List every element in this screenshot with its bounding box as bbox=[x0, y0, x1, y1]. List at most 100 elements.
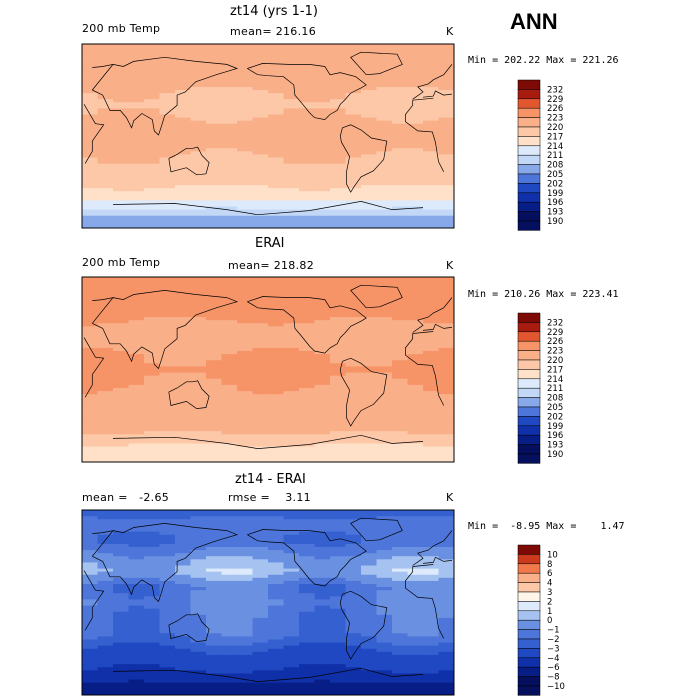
map-cell bbox=[268, 599, 285, 604]
map-cell bbox=[268, 614, 285, 619]
map-cell bbox=[283, 126, 300, 131]
map-cell bbox=[423, 540, 440, 545]
map-cell bbox=[82, 160, 99, 165]
map-cell bbox=[159, 369, 176, 374]
map-cell bbox=[97, 627, 114, 631]
map-cell bbox=[392, 363, 409, 368]
map-cell bbox=[392, 280, 409, 284]
map-cell bbox=[252, 354, 269, 358]
map-cell bbox=[283, 74, 300, 79]
map-cell bbox=[314, 47, 331, 51]
map-cell bbox=[159, 323, 176, 327]
map-cell bbox=[175, 129, 192, 134]
map-cell bbox=[438, 332, 454, 337]
map-cell bbox=[376, 587, 393, 591]
coastline bbox=[92, 290, 239, 370]
map-cell bbox=[82, 123, 99, 128]
map-cell bbox=[175, 347, 192, 352]
map-cell bbox=[314, 209, 331, 214]
map-cell bbox=[128, 68, 145, 73]
map-cell bbox=[283, 580, 300, 585]
map-cell bbox=[190, 47, 207, 51]
map-cell bbox=[252, 65, 269, 70]
map-cell bbox=[113, 341, 130, 346]
map-cell bbox=[252, 553, 269, 557]
map-cell bbox=[159, 449, 176, 454]
map-cell bbox=[361, 617, 378, 622]
map-cell bbox=[190, 531, 207, 536]
map-cell bbox=[206, 295, 223, 300]
map-cell bbox=[190, 412, 207, 417]
map-cell bbox=[206, 434, 223, 438]
map-cell bbox=[268, 434, 285, 438]
colorbar-swatch bbox=[517, 201, 541, 212]
map-cell bbox=[407, 77, 424, 82]
map-cell bbox=[361, 559, 378, 564]
map-cell bbox=[82, 169, 99, 174]
map-cell bbox=[97, 372, 114, 377]
map-cell bbox=[97, 522, 114, 527]
map-cell bbox=[113, 378, 130, 383]
map-cell bbox=[376, 142, 393, 146]
map-cell bbox=[299, 310, 316, 315]
map-cell bbox=[252, 172, 269, 177]
map-cell bbox=[128, 627, 145, 631]
map-cell bbox=[423, 691, 440, 695]
map-cell bbox=[221, 691, 238, 695]
map-cell bbox=[175, 378, 192, 383]
map-cell bbox=[159, 513, 176, 517]
map-cell bbox=[190, 344, 207, 349]
map-cell bbox=[299, 148, 316, 152]
map-cell bbox=[361, 412, 378, 417]
map-cell bbox=[221, 431, 238, 435]
map-cell bbox=[376, 148, 393, 152]
map-cell bbox=[159, 99, 176, 103]
map-cell bbox=[144, 298, 161, 303]
map-cell bbox=[144, 534, 161, 539]
map-cell bbox=[190, 215, 207, 220]
map-cell bbox=[113, 194, 130, 198]
map-cell bbox=[314, 111, 331, 116]
map-cell bbox=[237, 71, 254, 76]
map-cell bbox=[314, 611, 331, 616]
map-cell bbox=[361, 452, 378, 457]
map-cell bbox=[438, 553, 454, 557]
map-cell bbox=[175, 452, 192, 457]
map-cell bbox=[128, 409, 145, 414]
map-cell bbox=[423, 160, 440, 165]
map-cell bbox=[206, 624, 223, 628]
map-cell bbox=[283, 136, 300, 140]
map-cell bbox=[175, 68, 192, 73]
map-cell bbox=[113, 218, 130, 223]
map-cell bbox=[361, 599, 378, 604]
map-cell bbox=[283, 667, 300, 671]
map-cell bbox=[221, 550, 238, 554]
panel-1-mean-label: mean= 216.16 bbox=[230, 25, 316, 38]
map-cell bbox=[392, 378, 409, 383]
map-cell bbox=[345, 221, 362, 226]
map-cell bbox=[113, 209, 130, 214]
map-cell bbox=[221, 645, 238, 650]
map-cell bbox=[345, 80, 362, 85]
map-cell bbox=[82, 301, 99, 306]
map-cell bbox=[206, 679, 223, 684]
map-cell bbox=[345, 455, 362, 460]
map-cell bbox=[144, 658, 161, 662]
coastline bbox=[339, 590, 388, 660]
map-cell bbox=[113, 574, 130, 579]
map-cell bbox=[175, 310, 192, 315]
map-cell bbox=[283, 132, 300, 137]
map-cell bbox=[423, 323, 440, 327]
map-cell bbox=[252, 670, 269, 675]
map-cell bbox=[283, 105, 300, 109]
map-cell bbox=[268, 56, 285, 60]
map-cell bbox=[361, 320, 378, 324]
colorbar-tick-label: 4 bbox=[547, 579, 552, 589]
map-cell bbox=[361, 375, 378, 380]
map-cell bbox=[237, 148, 254, 152]
map-cell bbox=[128, 375, 145, 380]
map-cell bbox=[299, 86, 316, 91]
map-cell bbox=[345, 157, 362, 162]
map-cell bbox=[175, 323, 192, 327]
map-cell bbox=[438, 593, 454, 597]
